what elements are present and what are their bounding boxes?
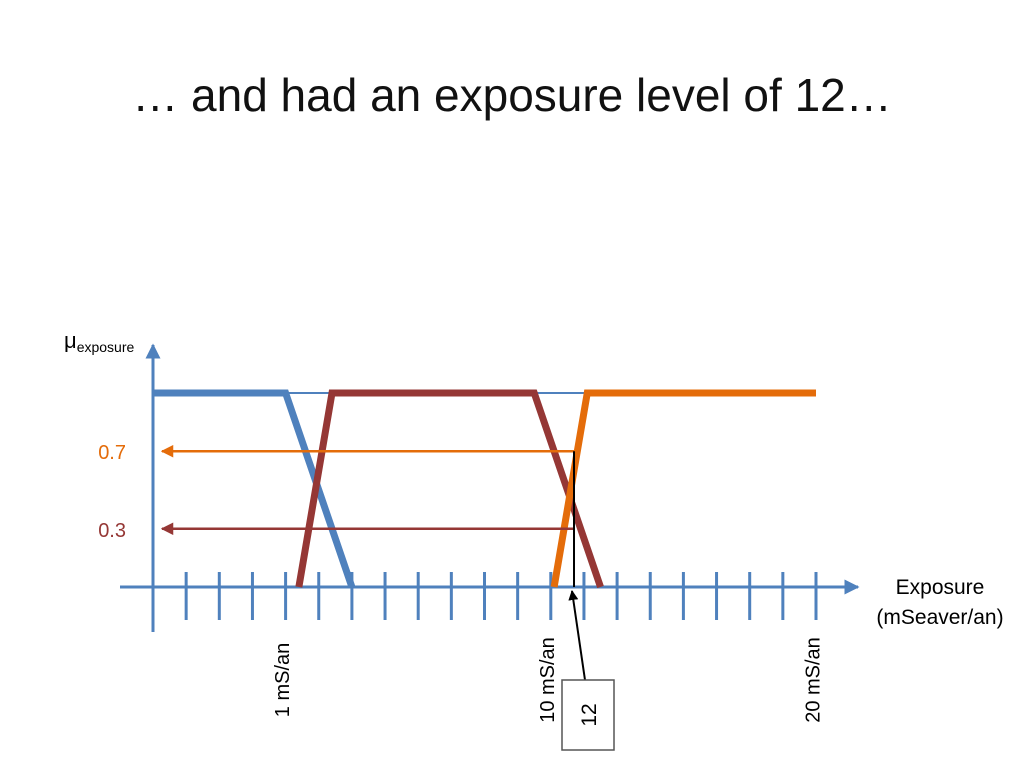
x-tick-label-3: 20 mS/an bbox=[802, 637, 824, 723]
x-axis-label-line1: Exposure bbox=[896, 576, 985, 599]
y-axis-label-sub: exposure bbox=[77, 339, 135, 355]
marker-label: 12 bbox=[578, 703, 601, 726]
x-tick-label-2: 10 mS/an bbox=[537, 637, 559, 723]
marker-box bbox=[561, 679, 615, 751]
series-group bbox=[153, 389, 816, 589]
y-axis-label: μexposure bbox=[64, 328, 134, 355]
x-tick-labels: 1 mS/an 10 mS/an 20 mS/an bbox=[272, 637, 824, 723]
annotation-label-1: 0.7 bbox=[98, 442, 126, 464]
slide-title: … and had an exposure level of 12… bbox=[132, 69, 892, 121]
x-tick-label-1: 1 mS/an bbox=[272, 643, 294, 717]
y-axis-label-main: μ bbox=[64, 328, 77, 353]
x-ticks bbox=[184, 572, 818, 620]
annotation-group: 0.7 0.3 bbox=[98, 442, 575, 542]
annotation-label-2: 0.3 bbox=[98, 520, 126, 542]
membership-series-3 bbox=[550, 389, 816, 588]
x-axis-label-line2: (mSeaver/an) bbox=[876, 606, 1003, 629]
marker-arrow bbox=[568, 590, 586, 681]
membership-series-1 bbox=[153, 389, 356, 589]
